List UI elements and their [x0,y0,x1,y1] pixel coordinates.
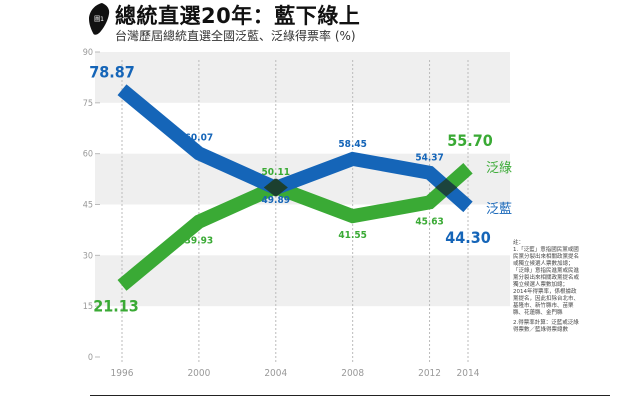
x-tick-label: 2012 [418,368,441,379]
green-point-label: 50.11 [262,167,290,178]
green-point-label: 41.55 [338,230,366,241]
note-1: 1.「泛藍」意指國民黨或國民黨分裂出來相關政黨提名或獨立候選人票數加總；「泛綠」… [513,247,580,316]
y-tick-label: 90 [83,48,93,58]
chart-title: 總統直選20年：藍下綠上 [115,4,361,28]
bottom-rule [90,395,610,396]
icon-label: 圖1 [94,16,104,23]
x-tick-label: 2008 [341,368,364,379]
y-tick-label: 15 [83,302,93,312]
vertical-gridlines [121,60,469,363]
x-tick-label: 1996 [111,368,134,379]
y-axis-ticks: 0 15 30 45 60 75 90 [83,48,100,363]
green-point-label: 45.63 [415,216,443,227]
series-line-blue [117,84,473,213]
blue-point-label: 60.07 [185,132,213,143]
x-axis-ticks: 1996 2000 2004 2008 2012 2014 [111,368,480,379]
chart-subtitle: 台灣歷屆總統直選全國泛藍、泛綠得票率 (%) [115,29,356,43]
x-tick-label: 2004 [264,368,287,379]
green-point-label: 21.13 [93,296,139,315]
y-tick-label: 30 [83,251,93,261]
crossing-mark [435,178,458,197]
band [95,255,510,307]
series-name-green: 泛綠 [486,161,512,176]
green-point-label: 55.70 [447,131,493,150]
blue-point-label: 49.89 [262,195,290,206]
taiwan-map-icon: 圖1 [89,3,110,35]
notes-heading: 註： [513,240,525,246]
blue-point-label: 58.45 [338,139,366,150]
blue-point-label: 54.37 [415,153,443,164]
x-tick-label: 2014 [457,368,480,379]
crossing-mark [263,178,288,197]
blue-point-label: 44.30 [445,228,491,247]
y-tick-label: 60 [83,150,93,160]
blue-point-label: 78.87 [89,63,135,82]
green-point-label: 39.93 [185,236,213,247]
series-name-blue: 泛藍 [486,202,512,217]
footnotes: 註： 1.「泛藍」意指國民黨或國民黨分裂出來相關政黨提名或獨立候選人票數加總；「… [513,240,579,337]
series-lines [117,84,473,291]
point-labels: 78.87 60.07 49.89 58.45 54.37 44.30 21.13 39.93… [89,63,493,316]
series-line-green [117,163,473,291]
header: 圖1 總統直選20年：藍下綠上 台灣歷屆總統直選全國泛藍、泛綠得票率 (%) [0,0,620,50]
y-tick-label: 0 [88,353,93,363]
y-tick-label: 45 [83,201,93,211]
y-tick-label: 75 [83,99,93,109]
note-2: 2.得票率計算：泛藍或泛綠得票數／藍綠得票總數 [513,320,579,333]
band [95,52,510,103]
x-tick-label: 2000 [187,368,210,379]
